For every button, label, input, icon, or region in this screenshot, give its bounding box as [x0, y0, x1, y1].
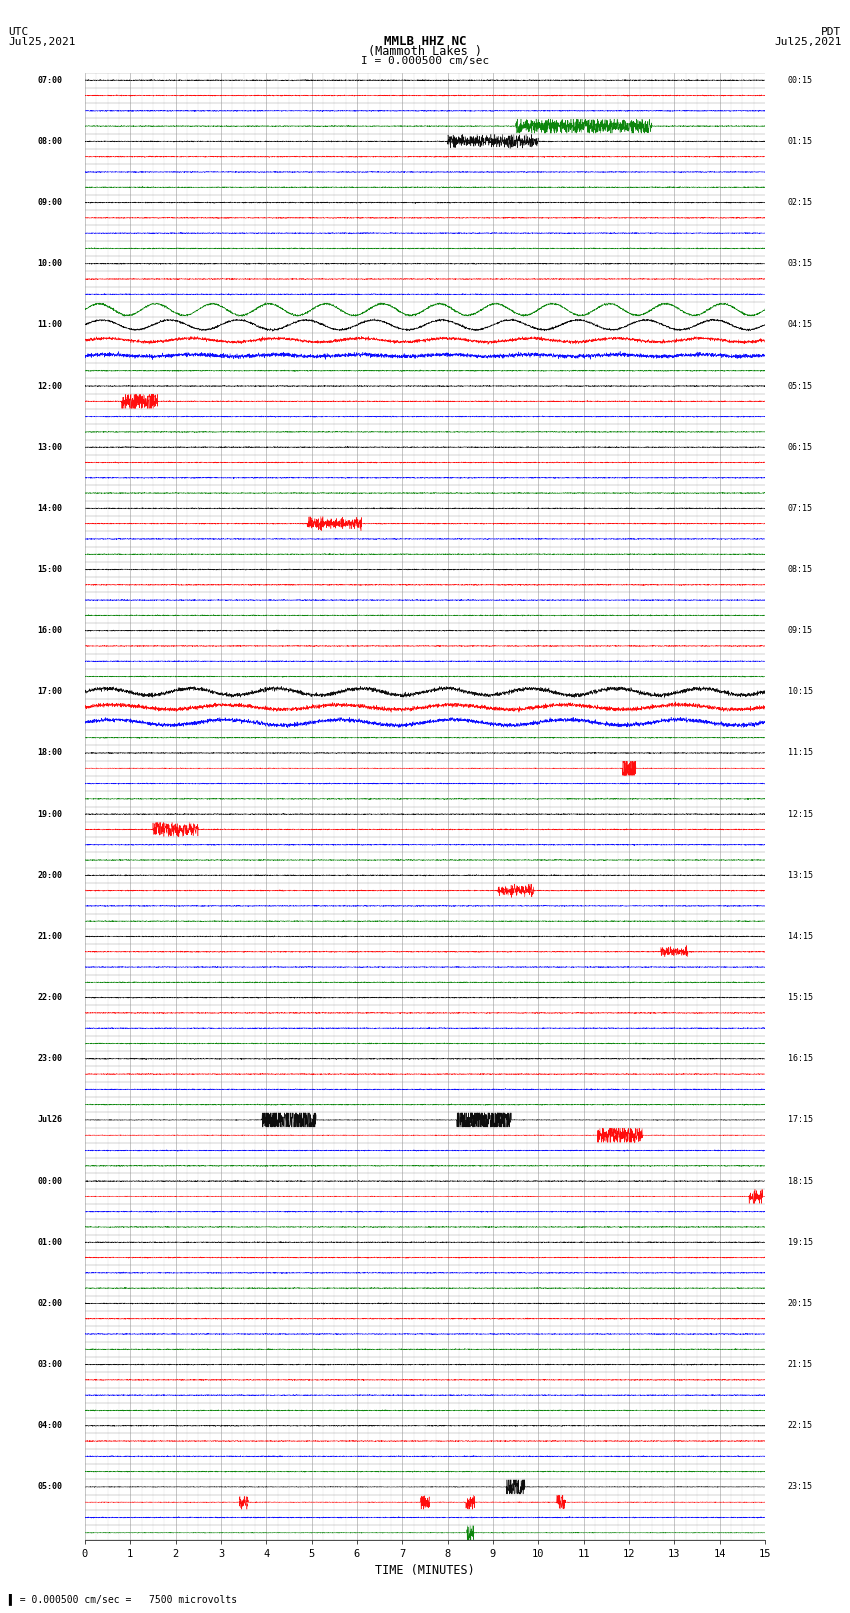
- Text: 18:00: 18:00: [37, 748, 62, 758]
- Text: 14:00: 14:00: [37, 503, 62, 513]
- Text: ▌ = 0.000500 cm/sec =   7500 microvolts: ▌ = 0.000500 cm/sec = 7500 microvolts: [8, 1594, 238, 1605]
- Text: 03:00: 03:00: [37, 1360, 62, 1369]
- Text: 19:15: 19:15: [788, 1237, 813, 1247]
- Text: 00:00: 00:00: [37, 1176, 62, 1186]
- Text: 00:15: 00:15: [788, 76, 813, 85]
- Text: 20:00: 20:00: [37, 871, 62, 879]
- Text: 02:00: 02:00: [37, 1298, 62, 1308]
- Text: 11:00: 11:00: [37, 321, 62, 329]
- Text: 13:15: 13:15: [788, 871, 813, 879]
- Text: 17:15: 17:15: [788, 1116, 813, 1124]
- Text: Jul25,2021: Jul25,2021: [774, 37, 842, 47]
- Text: 09:00: 09:00: [37, 198, 62, 206]
- Text: 01:15: 01:15: [788, 137, 813, 145]
- Text: 04:15: 04:15: [788, 321, 813, 329]
- Text: 17:00: 17:00: [37, 687, 62, 697]
- Text: 15:00: 15:00: [37, 565, 62, 574]
- Text: 14:15: 14:15: [788, 932, 813, 940]
- X-axis label: TIME (MINUTES): TIME (MINUTES): [375, 1563, 475, 1576]
- Text: 09:15: 09:15: [788, 626, 813, 636]
- Text: 07:15: 07:15: [788, 503, 813, 513]
- Text: 23:15: 23:15: [788, 1482, 813, 1492]
- Text: 06:15: 06:15: [788, 442, 813, 452]
- Text: MMLB HHZ NC: MMLB HHZ NC: [383, 35, 467, 48]
- Text: 08:15: 08:15: [788, 565, 813, 574]
- Text: Jul25,2021: Jul25,2021: [8, 37, 76, 47]
- Text: 21:00: 21:00: [37, 932, 62, 940]
- Text: 10:15: 10:15: [788, 687, 813, 697]
- Text: Jul26: Jul26: [37, 1116, 62, 1124]
- Text: PDT: PDT: [821, 26, 842, 37]
- Text: 08:00: 08:00: [37, 137, 62, 145]
- Text: 20:15: 20:15: [788, 1298, 813, 1308]
- Text: 16:15: 16:15: [788, 1055, 813, 1063]
- Text: 04:00: 04:00: [37, 1421, 62, 1431]
- Text: 12:00: 12:00: [37, 382, 62, 390]
- Text: 05:00: 05:00: [37, 1482, 62, 1492]
- Text: 16:00: 16:00: [37, 626, 62, 636]
- Text: 22:15: 22:15: [788, 1421, 813, 1431]
- Text: 18:15: 18:15: [788, 1176, 813, 1186]
- Text: 02:15: 02:15: [788, 198, 813, 206]
- Text: 07:00: 07:00: [37, 76, 62, 85]
- Text: 13:00: 13:00: [37, 442, 62, 452]
- Text: 12:15: 12:15: [788, 810, 813, 819]
- Text: 10:00: 10:00: [37, 260, 62, 268]
- Text: 15:15: 15:15: [788, 994, 813, 1002]
- Text: 01:00: 01:00: [37, 1237, 62, 1247]
- Text: 11:15: 11:15: [788, 748, 813, 758]
- Text: 23:00: 23:00: [37, 1055, 62, 1063]
- Text: 19:00: 19:00: [37, 810, 62, 819]
- Text: 05:15: 05:15: [788, 382, 813, 390]
- Text: (Mammoth Lakes ): (Mammoth Lakes ): [368, 45, 482, 58]
- Text: 21:15: 21:15: [788, 1360, 813, 1369]
- Text: 22:00: 22:00: [37, 994, 62, 1002]
- Text: I = 0.000500 cm/sec: I = 0.000500 cm/sec: [361, 56, 489, 66]
- Text: UTC: UTC: [8, 26, 29, 37]
- Text: 03:15: 03:15: [788, 260, 813, 268]
